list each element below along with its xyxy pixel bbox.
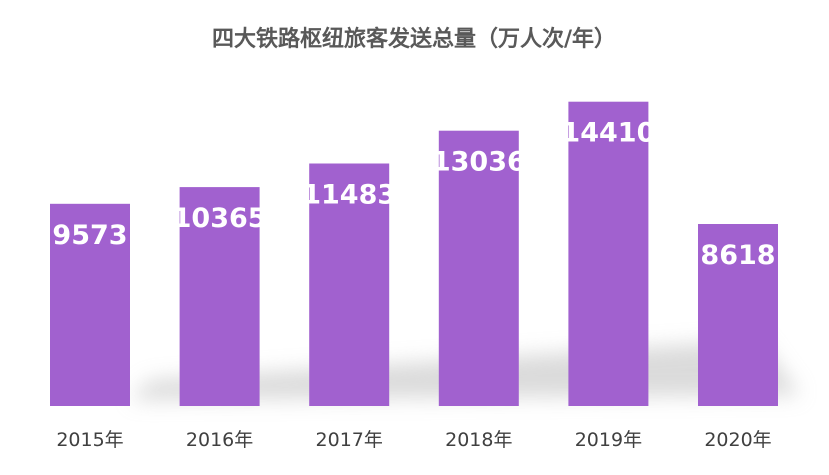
x-tick-label-2016年: 2016年 [186,429,253,451]
bar-2015年 [50,203,130,406]
value-label-2017年: 11483 [302,180,396,211]
x-tick-label-2019年: 2019年 [575,429,642,451]
x-tick-label-2020年: 2020年 [704,429,771,451]
value-label-2016年: 10365 [173,203,267,234]
value-labels-layer: 9573 10365 11483 13036 14410 8618 [52,118,775,271]
x-tick-label-2017年: 2017年 [316,429,383,451]
bars-layer [50,101,778,406]
value-label-2015年: 9573 [52,220,127,251]
value-label-2019年: 14410 [561,118,655,149]
chart-title: 四大铁路枢纽旅客发送总量（万人次/年） [212,26,616,52]
x-tick-labels-layer: 2015年 2016年 2017年 2018年 2019年 2020年 [56,429,771,451]
value-label-2018年: 13036 [432,147,526,178]
x-tick-label-2018年: 2018年 [445,429,512,451]
x-tick-label-2015年: 2015年 [56,429,123,451]
bar-2016年 [179,187,260,406]
bar-2017年 [309,163,390,406]
value-label-2020年: 8618 [700,240,775,271]
bar-2020年 [698,224,778,406]
bar-2019年 [568,101,649,406]
bar-2018年 [438,130,519,406]
